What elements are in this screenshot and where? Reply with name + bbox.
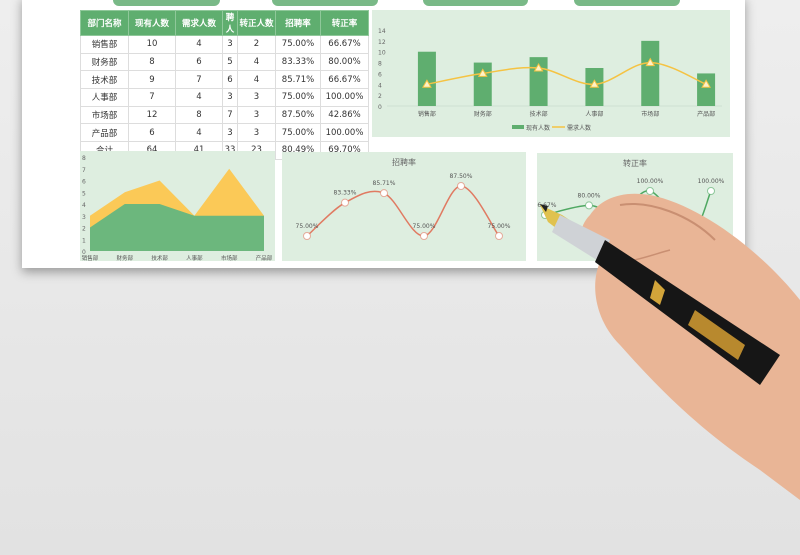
column-header: 转正率: [320, 10, 369, 36]
x-tick-label: 市场部: [221, 254, 238, 261]
x-tick-label: 销售部: [418, 110, 436, 118]
x-tick-label: 财务部: [117, 254, 134, 261]
data-label: 80.00%: [578, 192, 601, 199]
y-tick-label: 12: [378, 39, 386, 46]
point-marker: [646, 187, 654, 195]
triangle-marker: [477, 68, 488, 77]
triangle-marker: [701, 79, 711, 88]
point-marker: [380, 189, 388, 198]
triangle-marker: [645, 57, 656, 67]
column-header: 招聘率: [275, 10, 321, 36]
x-tick-label: 销售部: [82, 254, 99, 261]
y-tick-label: 6: [82, 179, 86, 186]
line-series: [426, 61, 707, 86]
y-tick-label: 4: [82, 202, 86, 209]
y-tick-label: 2: [378, 93, 382, 100]
y-tick-label: 3: [82, 214, 86, 221]
table-row: 人事部 7 4 3 3 75.00% 100.00%: [80, 88, 369, 107]
bar-line-chart: 0 2 4 6 8 10 12 14 销售部 财务部 技术部 人事部 市场部 产品部现有人数 需求人数: [372, 10, 730, 137]
x-tick-label: 人事部: [585, 110, 603, 118]
legend-label: 需求人数: [567, 124, 591, 132]
point-marker: [585, 201, 593, 210]
x-tick-label: 技术部: [151, 254, 168, 261]
y-tick-label: 7: [82, 167, 86, 174]
x-tick-label: 财务部: [474, 110, 492, 118]
data-label: 75.00%: [296, 223, 319, 230]
triangle-marker: [589, 79, 600, 88]
point-marker: [303, 232, 311, 240]
y-tick-label: 5: [82, 190, 86, 197]
x-tick-label: 技术部: [530, 110, 548, 118]
column-header: 转正人数: [237, 10, 276, 36]
table-header-row: 部门名称 现有人数 需求人数 聘人 转正人数 招聘率 转正率: [80, 10, 369, 36]
y-tick-label: 6: [378, 71, 382, 78]
data-label: 87.50%: [450, 173, 473, 180]
y-tick-label: 1: [82, 237, 86, 244]
data-label: 75.00%: [488, 223, 511, 230]
triangle-marker: [422, 79, 432, 88]
y-tick-label: 0: [82, 249, 86, 256]
y-tick-label: 8: [378, 61, 382, 68]
y-tick-label: 14: [378, 28, 386, 35]
header-tab: [423, 0, 528, 6]
y-tick-label: 2: [82, 226, 86, 233]
point-marker: [457, 182, 465, 190]
chart-title: 招聘率: [392, 157, 416, 167]
column-header: 部门名称: [80, 10, 129, 36]
x-tick-label: 产品部: [256, 254, 273, 261]
header-tab: [272, 0, 378, 6]
legend-swatch: [512, 125, 524, 129]
chart-title: 转正率: [623, 158, 647, 168]
table-row: 销售部 10 4 3 2 75.00% 66.67%: [80, 35, 369, 54]
table-row: 产品部 6 4 3 3 75.00% 100.00%: [80, 123, 369, 143]
data-label: 75.00%: [413, 223, 436, 230]
y-tick-label: 0: [378, 104, 382, 111]
data-label: 85.71%: [373, 180, 396, 187]
header-tab: [113, 0, 220, 6]
data-table: 部门名称 现有人数 需求人数 聘人 转正人数 招聘率 转正率 销售部 10 4 3 2 75.00% 6…: [80, 10, 369, 160]
data-label: 100.00%: [637, 178, 664, 185]
recruit-rate-chart: 招聘率 75.00% 83.33% 85.71% 75.00% 87.50% 75.00%: [282, 152, 526, 261]
y-tick-label: 8: [82, 155, 86, 162]
x-tick-label: 人事部: [186, 254, 203, 261]
area-chart: 0 1 2 3 4 5 6 7 8 销售部 财务部 技术部 人事部 市场部 产品部: [80, 151, 275, 262]
table-row: 市场部 12 8 7 3 87.50% 42.86%: [80, 105, 369, 125]
x-tick-label: 产品部: [697, 110, 715, 118]
table-cell: 100.00%: [320, 88, 369, 107]
header-tab: [574, 0, 680, 6]
x-tick-label: 市场部: [641, 110, 659, 118]
data-label: 83.33%: [334, 190, 357, 197]
bar: [417, 51, 436, 106]
y-tick-label: 4: [378, 82, 382, 89]
bar: [641, 40, 660, 106]
column-header: 现有人数: [128, 10, 176, 36]
point-marker: [707, 187, 715, 195]
y-tick-label: 10: [378, 50, 386, 57]
point-marker: [495, 232, 503, 240]
point-marker: [341, 198, 349, 207]
triangle-marker: [533, 62, 544, 72]
point-marker: [420, 232, 428, 240]
legend-label: 现有人数: [526, 124, 550, 132]
table-row: 财务部 8 6 5 4 83.33% 80.00%: [80, 52, 369, 72]
column-header: 需求人数: [175, 10, 223, 36]
data-label: 100.00%: [698, 178, 725, 185]
area-series: [90, 204, 264, 251]
